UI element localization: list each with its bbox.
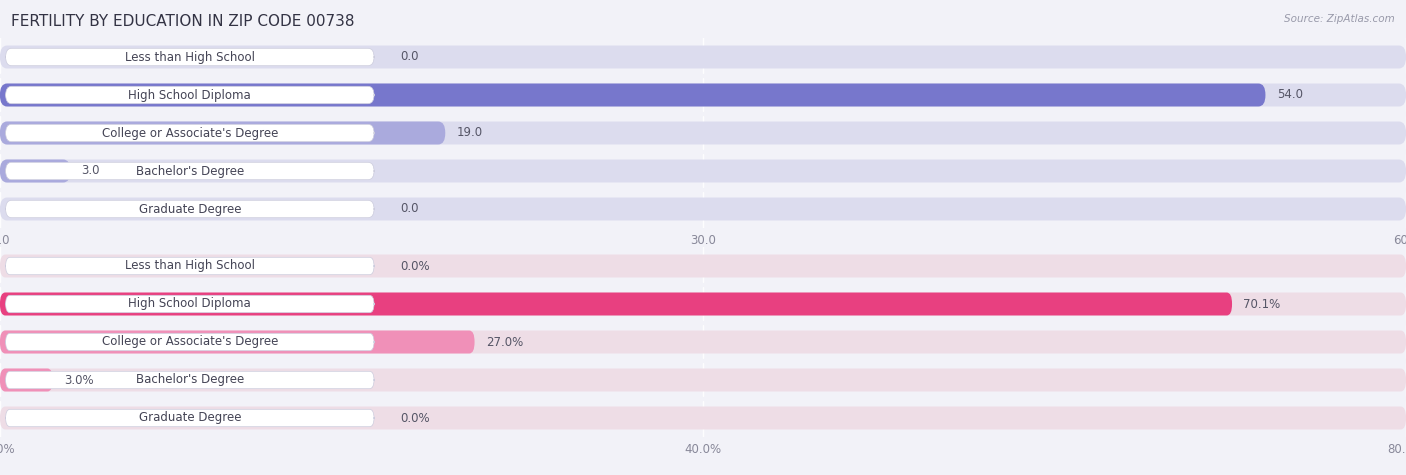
Text: 0.0%: 0.0%: [401, 411, 430, 425]
FancyBboxPatch shape: [0, 369, 53, 391]
Text: 3.0: 3.0: [82, 164, 100, 178]
FancyBboxPatch shape: [6, 333, 374, 351]
Text: 3.0%: 3.0%: [65, 373, 94, 387]
FancyBboxPatch shape: [0, 198, 1406, 220]
Text: 0.0%: 0.0%: [401, 259, 430, 273]
Text: FERTILITY BY EDUCATION IN ZIP CODE 00738: FERTILITY BY EDUCATION IN ZIP CODE 00738: [11, 14, 354, 29]
FancyBboxPatch shape: [0, 293, 1232, 315]
Text: 19.0: 19.0: [457, 126, 482, 140]
FancyBboxPatch shape: [0, 293, 1406, 315]
Text: 0.0: 0.0: [401, 50, 419, 64]
FancyBboxPatch shape: [0, 331, 1406, 353]
Text: 27.0%: 27.0%: [486, 335, 523, 349]
FancyBboxPatch shape: [6, 257, 374, 275]
FancyBboxPatch shape: [0, 122, 1406, 144]
FancyBboxPatch shape: [6, 371, 374, 389]
Text: 70.1%: 70.1%: [1243, 297, 1281, 311]
Text: Source: ZipAtlas.com: Source: ZipAtlas.com: [1284, 14, 1395, 24]
FancyBboxPatch shape: [0, 160, 70, 182]
Text: High School Diploma: High School Diploma: [128, 88, 252, 102]
FancyBboxPatch shape: [0, 331, 475, 353]
FancyBboxPatch shape: [0, 122, 446, 144]
FancyBboxPatch shape: [0, 84, 1265, 106]
Text: Bachelor's Degree: Bachelor's Degree: [136, 373, 243, 387]
FancyBboxPatch shape: [0, 369, 1406, 391]
FancyBboxPatch shape: [0, 160, 1406, 182]
FancyBboxPatch shape: [6, 200, 374, 218]
Text: Graduate Degree: Graduate Degree: [139, 202, 240, 216]
Text: Graduate Degree: Graduate Degree: [139, 411, 240, 425]
Text: 0.0: 0.0: [401, 202, 419, 216]
FancyBboxPatch shape: [0, 407, 1406, 429]
Text: Less than High School: Less than High School: [125, 259, 254, 273]
Text: 54.0: 54.0: [1277, 88, 1302, 102]
FancyBboxPatch shape: [6, 48, 374, 66]
FancyBboxPatch shape: [0, 84, 1406, 106]
FancyBboxPatch shape: [6, 409, 374, 427]
FancyBboxPatch shape: [6, 295, 374, 313]
Text: College or Associate's Degree: College or Associate's Degree: [101, 126, 278, 140]
FancyBboxPatch shape: [6, 124, 374, 142]
Text: High School Diploma: High School Diploma: [128, 297, 252, 311]
Text: Bachelor's Degree: Bachelor's Degree: [136, 164, 243, 178]
FancyBboxPatch shape: [6, 162, 374, 180]
Text: Less than High School: Less than High School: [125, 50, 254, 64]
FancyBboxPatch shape: [6, 86, 374, 104]
FancyBboxPatch shape: [0, 46, 1406, 68]
Text: College or Associate's Degree: College or Associate's Degree: [101, 335, 278, 349]
FancyBboxPatch shape: [0, 255, 1406, 277]
